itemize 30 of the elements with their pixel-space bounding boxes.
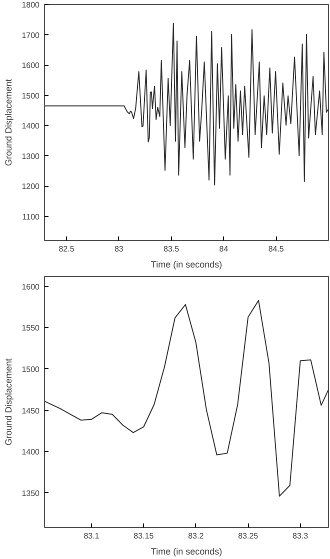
x-tick-label: 84 bbox=[219, 244, 229, 254]
y-axis-title: Ground Displacement bbox=[4, 78, 14, 166]
line-series bbox=[44, 22, 328, 186]
x-tick-label: 83.1 bbox=[84, 532, 100, 540]
x-tick-label: 83.5 bbox=[164, 244, 180, 254]
y-tick-label: 1300 bbox=[22, 152, 40, 161]
y-tick-label: 1400 bbox=[22, 122, 40, 131]
x-tick-label: 83.15 bbox=[134, 532, 154, 540]
y-tick-label: 1500 bbox=[22, 364, 40, 374]
x-axis-title: Time (in seconds) bbox=[150, 260, 222, 270]
y-axis-title: Ground Displacement bbox=[4, 358, 14, 446]
x-axis-title: Time (in seconds) bbox=[150, 546, 222, 556]
y-tick-label: 1700 bbox=[22, 30, 40, 40]
y-tick-label: 1500 bbox=[22, 91, 40, 100]
x-tick-label: 83.25 bbox=[238, 532, 259, 540]
y-tick-label: 1400 bbox=[22, 448, 40, 457]
x-tick-label: 84.5 bbox=[268, 244, 284, 254]
y-tick-label: 1450 bbox=[22, 406, 40, 416]
x-tick-label: 83.3 bbox=[292, 532, 309, 540]
y-tick-label: 1600 bbox=[22, 61, 40, 70]
x-tick-label: 83.2 bbox=[188, 532, 204, 540]
line-series bbox=[44, 300, 328, 497]
y-tick-label: 1100 bbox=[22, 212, 40, 222]
y-tick-label: 1800 bbox=[22, 0, 40, 10]
y-tick-label: 1200 bbox=[22, 182, 40, 192]
y-tick-label: 1600 bbox=[22, 282, 40, 292]
x-tick-label: 82.5 bbox=[58, 244, 75, 254]
y-tick-label: 1550 bbox=[22, 324, 40, 333]
x-tick-label: 83 bbox=[114, 244, 124, 254]
y-tick-label: 1350 bbox=[22, 488, 40, 498]
